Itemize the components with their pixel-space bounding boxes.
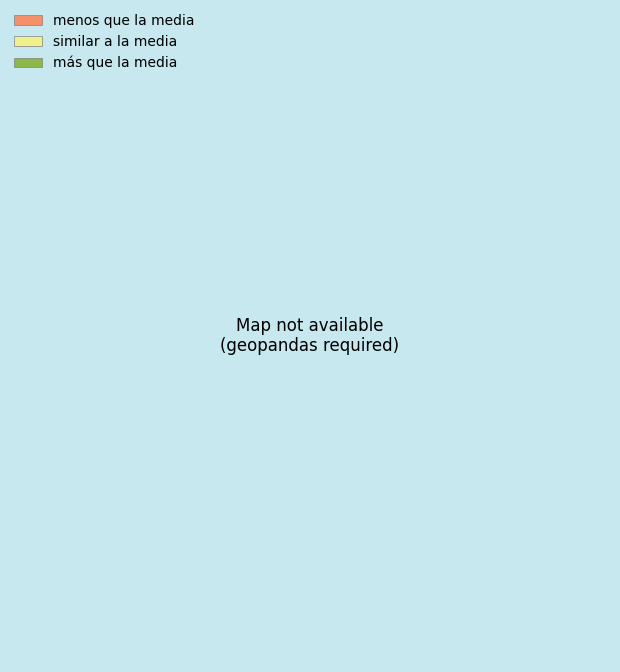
Text: Map not available
(geopandas required): Map not available (geopandas required) xyxy=(221,317,399,355)
Legend: menos que la media, similar a la media, más que la media: menos que la media, similar a la media, … xyxy=(8,8,200,76)
